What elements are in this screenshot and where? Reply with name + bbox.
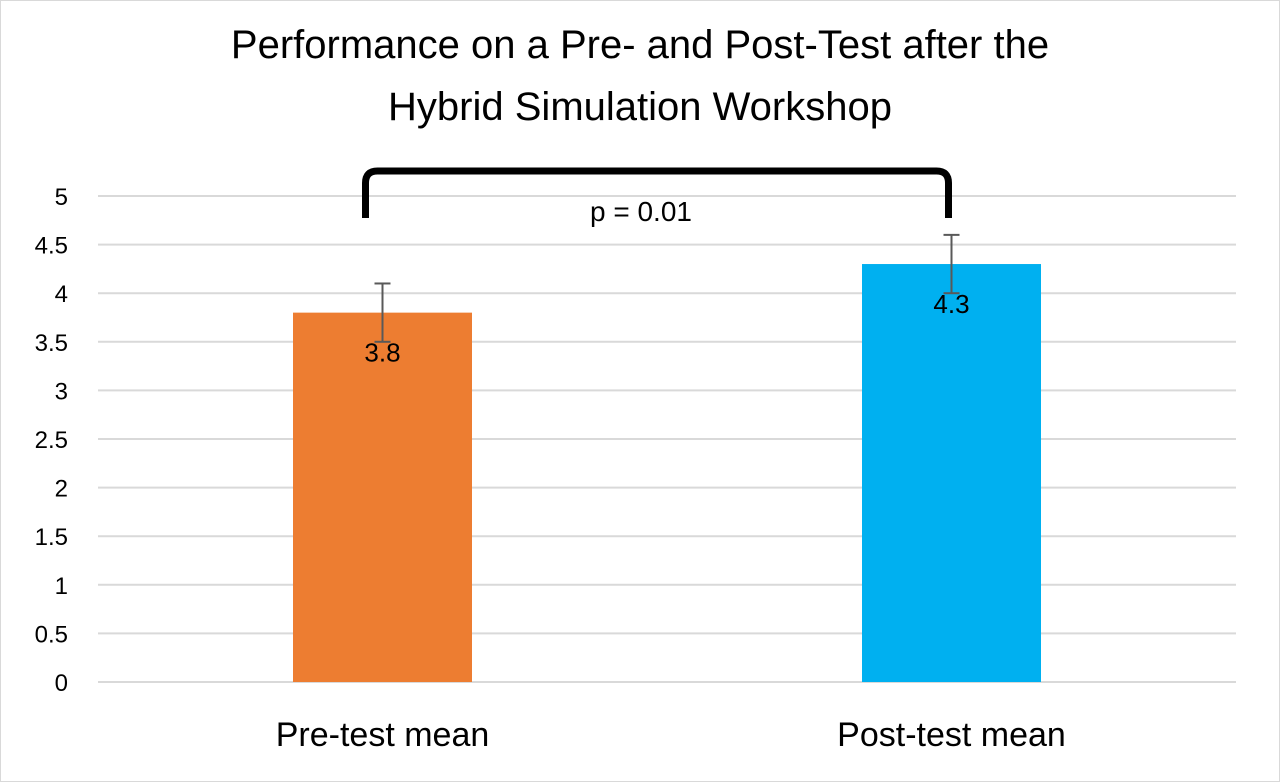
chart-title-line-2: Hybrid Simulation Workshop xyxy=(388,85,892,129)
chart-title-line-1: Performance on a Pre- and Post-Test afte… xyxy=(230,23,1050,67)
y-tick-label: 4 xyxy=(55,281,68,308)
y-tick-label: 3 xyxy=(55,378,68,405)
chart-title: Performance on a Pre- and Post-Test afte… xyxy=(0,14,1280,138)
data-label-2: 4.3 xyxy=(933,289,969,319)
data-labels: 3.8 4.3 xyxy=(364,289,969,368)
error-bars xyxy=(374,233,960,343)
y-tick-label: 2.5 xyxy=(35,427,68,454)
y-tick-label: 4.5 xyxy=(35,233,68,260)
p-value-label: p = 0.01 xyxy=(590,196,692,227)
category-label-2: Post-test mean xyxy=(837,716,1066,754)
y-tick-label: 0 xyxy=(55,670,68,697)
bar-2 xyxy=(862,264,1041,682)
error-bar-1 xyxy=(374,282,391,343)
data-label-1: 3.8 xyxy=(364,338,400,368)
y-tick-label: 3.5 xyxy=(35,330,68,357)
y-tick-label: 0.5 xyxy=(35,621,68,648)
category-label-1: Pre-test mean xyxy=(276,716,490,754)
y-tick-label: 1 xyxy=(55,573,68,600)
y-axis-ticks: 0 0.5 1 1.5 2 2.5 3 3.5 4 4.5 5 xyxy=(35,184,68,697)
significance-bracket xyxy=(362,167,952,218)
error-bar-2 xyxy=(943,233,960,295)
significance-annotation: p = 0.01 xyxy=(362,167,952,227)
gridlines xyxy=(98,195,1236,683)
bar-1 xyxy=(293,312,472,682)
y-tick-label: 2 xyxy=(55,476,68,503)
x-axis-categories: Pre-test mean Post-test mean xyxy=(276,716,1066,754)
y-tick-label: 1.5 xyxy=(35,524,68,551)
y-tick-label: 5 xyxy=(55,184,68,211)
bars xyxy=(293,264,1041,682)
